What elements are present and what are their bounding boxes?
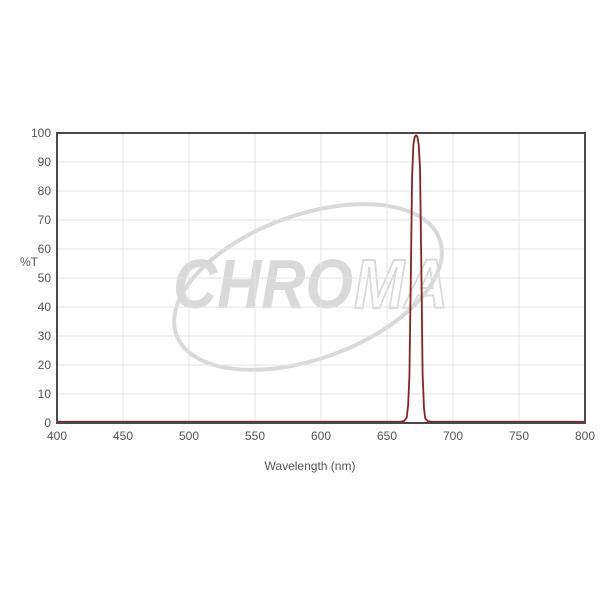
plot-border [56, 132, 586, 424]
x-tick-label: 550 [245, 429, 265, 443]
transmission-curve-path [56, 134, 586, 423]
y-tick-label: 50 [38, 271, 52, 285]
y-tick-label: 100 [31, 126, 51, 140]
y-tick-label: 10 [38, 387, 52, 401]
y-tick-label: 20 [38, 358, 52, 372]
transmission-curve [56, 134, 586, 423]
chroma-watermark: CHRO MA [172, 202, 449, 372]
y-axis-title: %T [20, 255, 39, 269]
tick-labels: 400 450 500 550 600 650 700 750 800 0 10 20 30 40 50 60… [31, 126, 595, 443]
chroma-swoosh-ellipse-icon [172, 202, 444, 372]
x-tick-label: 600 [311, 429, 331, 443]
y-tick-label: 40 [38, 300, 52, 314]
x-tick-label: 800 [575, 429, 595, 443]
x-axis-title: Wavelength (nm) [265, 459, 356, 473]
plot-border-rect [56, 132, 586, 424]
y-tick-label: 60 [38, 242, 52, 256]
x-tick-label: 650 [377, 429, 397, 443]
watermark-text-solid: CHRO [173, 245, 353, 323]
x-tick-label: 450 [113, 429, 133, 443]
y-tick-label: 70 [38, 213, 52, 227]
watermark-text-outline: MA [354, 245, 448, 323]
y-tick-label: 90 [38, 155, 52, 169]
gridlines [57, 133, 585, 423]
x-tick-label: 400 [47, 429, 67, 443]
y-tick-label: 0 [44, 416, 51, 430]
x-tick-label: 500 [179, 429, 199, 443]
y-tick-label: 80 [38, 184, 52, 198]
x-tick-label: 750 [509, 429, 529, 443]
y-tick-label: 30 [38, 329, 52, 343]
x-tick-label: 700 [443, 429, 463, 443]
